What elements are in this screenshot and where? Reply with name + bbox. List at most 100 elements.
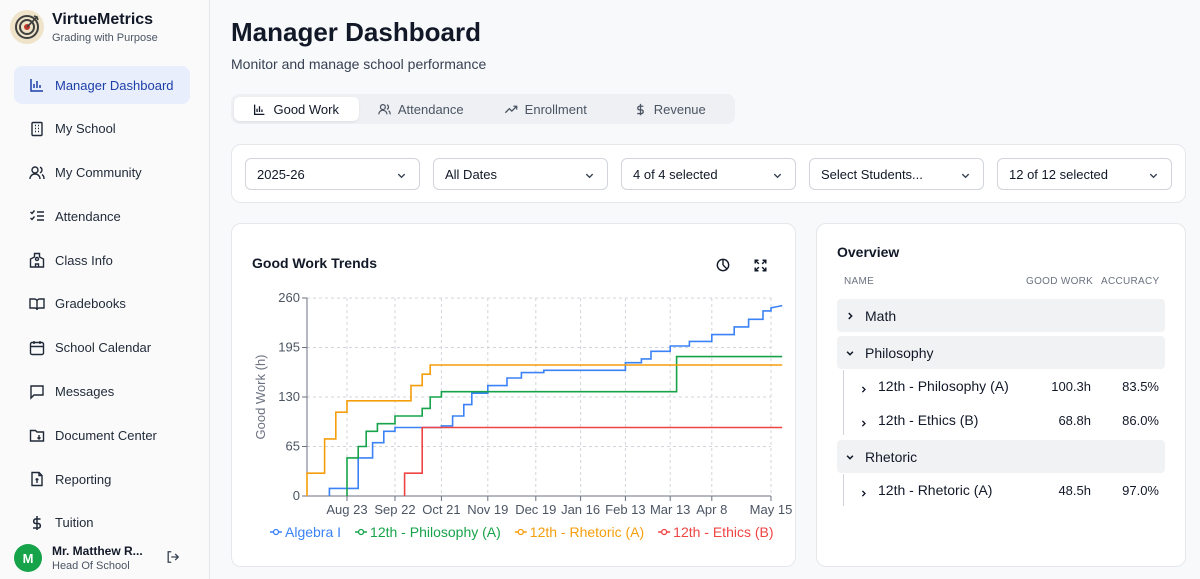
row-name: 12th - Philosophy (A) [878,378,1009,394]
sidebar-item-tuition[interactable]: Tuition [14,504,190,542]
report-icon [28,470,46,488]
sidebar-item-manager-dashboard[interactable]: Manager Dashboard [14,66,190,104]
sidebar-item-label: My School [55,121,116,137]
legend-label: 12th - Philosophy (A) [370,524,501,540]
sidebar-item-label: Tuition [55,515,94,531]
column-header-accuracy[interactable]: ACCURACY [1101,276,1160,287]
sidebar-item-document-center[interactable]: Document Center [14,416,190,454]
users-icon [28,164,46,182]
column-header-good-work[interactable]: GOOD WORK [1026,276,1094,287]
series-line [346,355,783,496]
chevron-down-icon [584,169,595,184]
sidebar-item-label: Attendance [55,208,121,224]
brand[interactable]: VirtueMetrics Grading with Purpose [10,10,158,44]
y-tick-label: 65 [286,439,300,454]
date-range-select[interactable]: All Dates [433,158,608,190]
sidebar: VirtueMetrics Grading with Purpose Manag… [0,0,210,579]
x-tick-label: Feb 13 [605,502,645,517]
sidebar-item-school-calendar[interactable]: School Calendar [14,329,190,367]
tab-label: Attendance [397,101,464,117]
subject-select[interactable]: 4 of 4 selected [621,158,796,190]
sidebar-item-my-community[interactable]: My Community [14,154,190,192]
dashboard-tabs: Good Work Attendance Enrollment Revenue [231,94,735,124]
row-name: 12th - Ethics (B) [878,412,979,428]
sidebar-item-label: My Community [55,165,142,181]
students-select[interactable]: Select Students... [809,158,984,190]
message-icon [28,383,46,401]
legend-marker [661,528,668,536]
row-accuracy: 97.0% [1122,483,1159,498]
pie-chart-icon[interactable] [714,256,732,274]
group-name: Philosophy [865,344,934,361]
dollar-icon [634,103,647,116]
folder-icon [28,426,46,444]
x-tick-label: Oct 21 [422,502,460,517]
sidebar-item-label: Reporting [55,471,112,487]
legend-marker [357,528,365,536]
overview-title: Overview [837,244,900,260]
row-good-work: 68.8h [1058,413,1091,428]
tab-good-work[interactable]: Good Work [234,97,359,121]
x-tick-label: Dec 19 [515,502,556,517]
user-name: Mr. Matthew R... [52,544,143,558]
sidebar-nav: Manager Dashboard My School My Community… [14,66,190,548]
bar-chart-icon [28,76,46,94]
row-good-work: 100.3h [1051,379,1091,394]
bar-chart-icon [253,103,266,116]
x-tick-label: Apr 8 [696,502,727,517]
sidebar-item-attendance[interactable]: Attendance [14,197,190,235]
table-row[interactable]: 12th - Rhetoric (A) 48.5h 97.0% [837,474,1165,506]
users-icon [378,103,391,116]
tab-label: Enrollment [524,101,587,117]
logout-icon[interactable] [166,550,180,569]
series-line [306,364,783,496]
brand-name: VirtueMetrics [52,11,154,28]
sidebar-item-class-info[interactable]: Class Info [14,241,190,279]
checklist-icon [28,207,46,225]
overview-card: Overview NAME GOOD WORK ACCURACY Math Ph… [816,223,1186,567]
select-value: 2025-26 [257,166,305,182]
tab-revenue[interactable]: Revenue [608,97,733,121]
select-value: Select Students... [821,166,923,182]
expand-icon[interactable] [751,256,769,274]
y-tick-label: 0 [293,488,300,503]
user-profile[interactable]: M Mr. Matthew R... Head Of School [14,544,190,572]
trending-up-icon [504,103,518,116]
series-line [403,426,783,496]
sidebar-item-my-school[interactable]: My School [14,110,190,148]
chevron-right-icon [859,485,868,501]
sidebar-item-reporting[interactable]: Reporting [14,460,190,498]
chart-title: Good Work Trends [252,255,377,271]
page-title: Manager Dashboard [231,17,481,47]
tab-attendance[interactable]: Attendance [359,97,484,121]
group-row-rhetoric[interactable]: Rhetoric [837,440,1165,473]
school-year-select[interactable]: 2025-26 [245,158,420,190]
chevron-down-icon [845,348,855,358]
table-row[interactable]: 12th - Philosophy (A) 100.3h 83.5% [837,370,1165,402]
select-value: All Dates [445,166,498,182]
legend-marker [272,528,280,536]
sidebar-item-label: School Calendar [55,340,152,356]
y-axis-label: Good Work (h) [253,354,268,439]
legend-marker [517,528,524,536]
good-work-trends-card: 0 65 130 195 260 Aug 23 Sep 22 Oct 21 Nov 19 Dec … [231,223,796,567]
good-work-trends-chart: 0 65 130 195 260 Aug 23 Sep 22 Oct 21 Nov 19 Dec … [253,290,792,540]
column-header-name[interactable]: NAME [844,276,875,287]
sidebar-item-gradebooks[interactable]: Gradebooks [14,285,190,323]
group-row-math[interactable]: Math [837,299,1165,332]
dollar-icon [28,514,46,532]
school-icon [28,251,46,269]
group-name: Math [865,307,897,324]
table-row[interactable]: 12th - Ethics (B) 68.8h 86.0% [837,404,1165,436]
target-logo-icon [10,10,44,44]
tab-label: Good Work [273,101,339,117]
tree-line [843,474,844,506]
select-value: 12 of 12 selected [1009,166,1109,182]
sidebar-item-messages[interactable]: Messages [14,373,190,411]
chevron-down-icon [845,452,855,462]
group-row-philosophy[interactable]: Philosophy [837,336,1165,369]
chevron-down-icon [396,169,407,184]
tab-enrollment[interactable]: Enrollment [483,97,608,121]
class-select[interactable]: 12 of 12 selected [997,158,1172,190]
group-name: Rhetoric [865,448,918,465]
